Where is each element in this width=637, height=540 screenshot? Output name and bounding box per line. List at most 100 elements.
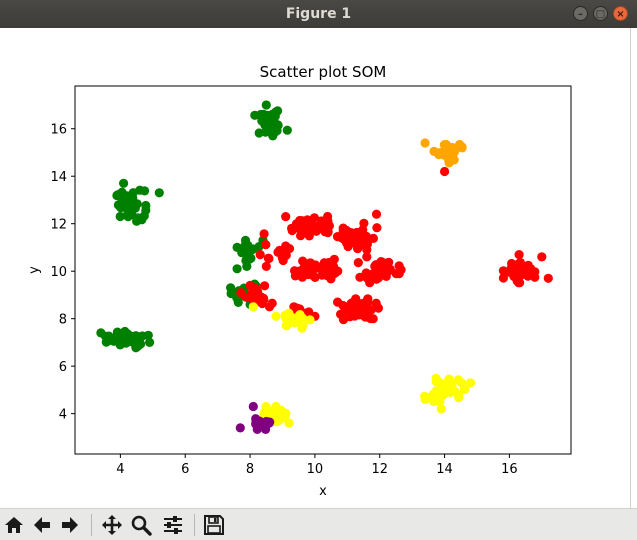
scatter-point bbox=[295, 215, 305, 226]
scatter-point bbox=[261, 261, 271, 271]
pan-icon[interactable] bbox=[99, 512, 125, 538]
x-tick-label: 10 bbox=[307, 462, 324, 477]
y-tick-label: 4 bbox=[59, 408, 67, 423]
y-tick-label: 10 bbox=[50, 265, 67, 280]
scatter-point bbox=[543, 273, 553, 283]
scatter-point bbox=[233, 297, 243, 307]
window-title: Figure 1 bbox=[285, 6, 352, 22]
chart-title: Scatter plot SOM bbox=[260, 63, 387, 81]
scatter-point bbox=[444, 149, 454, 159]
scatter-point bbox=[323, 216, 333, 226]
sliders-icon[interactable] bbox=[160, 512, 186, 538]
y-tick-label: 12 bbox=[50, 218, 67, 233]
scatter-point bbox=[235, 423, 245, 433]
scatter-point bbox=[316, 216, 326, 226]
scatter-point bbox=[359, 218, 369, 228]
scatter-point bbox=[132, 199, 142, 209]
scatter-point bbox=[353, 258, 363, 268]
scatter-point bbox=[259, 229, 269, 239]
scatter-point bbox=[115, 211, 125, 222]
toolbar-separator bbox=[91, 514, 92, 536]
scatter-point bbox=[440, 166, 450, 177]
navigation-toolbar bbox=[0, 508, 637, 540]
scatter-point bbox=[384, 257, 394, 267]
scatter-point bbox=[256, 419, 267, 429]
scatter-point bbox=[372, 223, 382, 233]
scatter-point bbox=[329, 254, 339, 264]
scatter-point bbox=[537, 252, 547, 262]
scatter-point bbox=[139, 211, 149, 221]
scatter-point bbox=[281, 408, 291, 418]
toolbar-separator bbox=[194, 514, 195, 536]
scatter-point bbox=[241, 292, 251, 302]
y-axis-label: y bbox=[27, 266, 42, 274]
scatter-point bbox=[281, 321, 291, 331]
scatter-point bbox=[141, 200, 151, 211]
scatter-point bbox=[309, 213, 319, 223]
scatter-point bbox=[134, 332, 145, 342]
scatter-point bbox=[119, 178, 129, 188]
scatter-point bbox=[282, 125, 292, 135]
scatter-point bbox=[271, 401, 281, 412]
scatter-point bbox=[333, 297, 343, 307]
scatter-point bbox=[133, 340, 143, 350]
x-tick-label: 8 bbox=[246, 462, 254, 477]
scatter-point bbox=[340, 229, 350, 239]
scatter-point bbox=[261, 100, 271, 110]
scatter-point bbox=[362, 245, 372, 255]
scatter-point bbox=[297, 272, 307, 282]
scatter-point bbox=[121, 328, 131, 338]
scatter-point bbox=[284, 418, 294, 428]
scatter-point bbox=[355, 272, 365, 282]
home-icon[interactable] bbox=[1, 512, 27, 538]
scatter-point bbox=[143, 330, 153, 340]
scatter-point bbox=[232, 242, 242, 252]
scatter-point bbox=[465, 378, 476, 388]
data-points bbox=[96, 100, 553, 434]
scatter-point bbox=[96, 328, 106, 338]
window-titlebar: Figure 1 – □ × bbox=[0, 0, 637, 28]
scatter-point bbox=[420, 394, 430, 404]
window-right-edge bbox=[630, 28, 637, 508]
scatter-point bbox=[258, 293, 269, 303]
y-tick-label: 6 bbox=[59, 360, 67, 375]
maximize-icon[interactable]: □ bbox=[593, 6, 608, 21]
scatter-point bbox=[103, 336, 114, 346]
scatter-point bbox=[263, 253, 273, 263]
scatter-point bbox=[281, 212, 291, 222]
scatter-point bbox=[512, 276, 522, 286]
scatter-point bbox=[429, 396, 439, 406]
scatter-point bbox=[373, 303, 383, 313]
scatter-point bbox=[232, 264, 242, 274]
scatter-point bbox=[350, 296, 360, 307]
scatter-point bbox=[242, 261, 252, 271]
scatter-point bbox=[498, 273, 508, 283]
scatter-point bbox=[250, 110, 260, 120]
scatter-point bbox=[345, 312, 355, 322]
scatter-point bbox=[310, 272, 320, 282]
axis-ticks: 4 6 8 10 12 14 16 4 6 8 10 12 14 16 bbox=[50, 123, 517, 477]
magnifier-icon[interactable] bbox=[128, 512, 154, 538]
arrow-left-icon[interactable] bbox=[29, 512, 55, 538]
scatter-point bbox=[271, 311, 281, 321]
scatter-point bbox=[445, 387, 455, 397]
scatter-point bbox=[305, 315, 315, 325]
minimize-icon[interactable]: – bbox=[573, 6, 588, 21]
scatter-point bbox=[371, 209, 382, 219]
x-tick-label: 6 bbox=[181, 462, 189, 477]
scatter-point bbox=[357, 235, 367, 245]
scatter-point bbox=[317, 262, 327, 272]
scatter-point bbox=[248, 401, 258, 412]
plot-frame bbox=[74, 85, 572, 455]
scatter-point bbox=[262, 114, 272, 124]
x-axis-label: x bbox=[319, 484, 327, 499]
y-tick-label: 16 bbox=[50, 123, 67, 138]
scatter-point bbox=[112, 327, 122, 337]
scatter-point bbox=[154, 188, 164, 198]
arrow-right-icon[interactable] bbox=[57, 512, 83, 538]
floppy-disk-icon[interactable] bbox=[201, 512, 227, 538]
scatter-point bbox=[290, 271, 300, 281]
scatter-point bbox=[298, 313, 308, 323]
close-icon[interactable]: × bbox=[613, 6, 628, 21]
